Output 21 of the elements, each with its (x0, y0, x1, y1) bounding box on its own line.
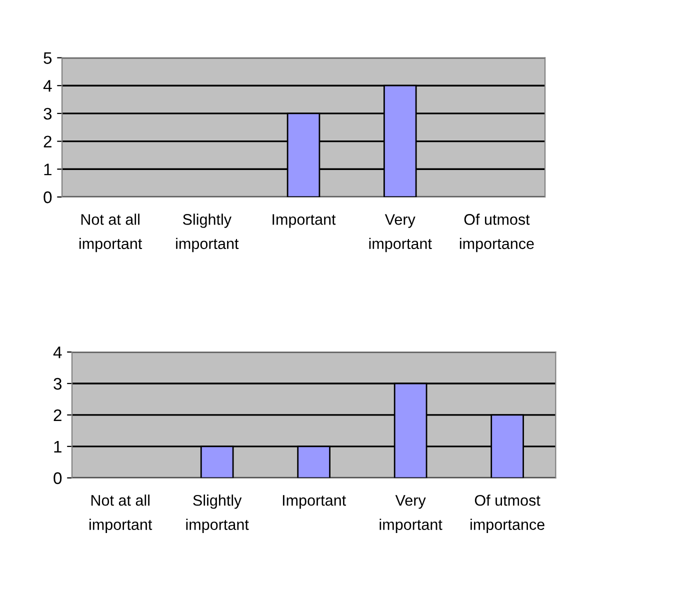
y-tick-label: 3 (54, 378, 62, 390)
x-tick-label: Slightly important (186, 494, 249, 534)
y-tick-label: 4 (53, 346, 62, 358)
y-tick-label: 0 (54, 472, 62, 484)
x-tick-label: Of utmost importance (470, 494, 544, 534)
y-tick-label: 2 (54, 409, 62, 421)
x-tick-label: Important (272, 214, 336, 228)
x-tick-label: Slightly important (176, 214, 239, 252)
y-tick-label: 0 (44, 191, 52, 204)
y-tick-label: 3 (44, 108, 52, 120)
x-tick-label: Very important (380, 495, 442, 534)
x-tick-label: Of utmost importance (460, 214, 534, 252)
x-tick-label: Not at all important (90, 494, 152, 534)
y-tick-label: 1 (44, 164, 52, 176)
x-tick-label: Very important (369, 214, 432, 252)
y-tick-label: 4 (43, 80, 52, 92)
y-tick-label: 2 (44, 136, 52, 148)
y-tick-label: 5 (44, 52, 52, 64)
x-tick-label: Not at all important (79, 214, 142, 252)
y-tick-label: 1 (54, 440, 62, 452)
x-tick-label: Important (282, 495, 346, 509)
